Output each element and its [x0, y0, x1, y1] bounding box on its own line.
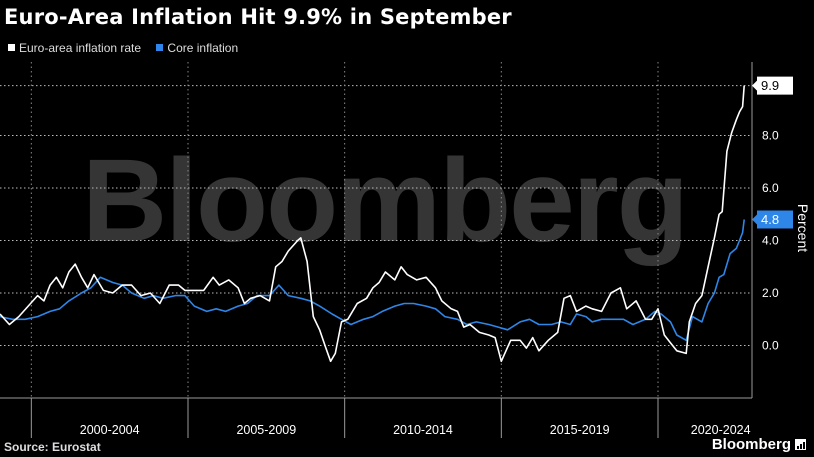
- end-label-inflation: 9.9: [752, 76, 793, 95]
- axis-labels: 0.0 2.0 4.0 6.0 8.0 2000-2004 2005-2009 2010-20…: [80, 76, 811, 437]
- x-tick-label: 2015-2019: [550, 423, 610, 437]
- end-label-box: [757, 76, 793, 95]
- end-label-text: 9.9: [761, 78, 779, 93]
- bloomberg-logo: Bloomberg: [712, 436, 806, 453]
- legend: Euro-area inflation rate Core inflation: [8, 40, 250, 55]
- x-tick-label: 2020-2024: [691, 423, 751, 437]
- x-tick-label: 2010-2014: [393, 423, 453, 437]
- axes: [0, 62, 753, 438]
- y-tick-label: 0.0: [762, 339, 779, 353]
- legend-label-core: Core inflation: [167, 40, 239, 55]
- end-label-pointer: [752, 214, 757, 225]
- bar-chart-icon: [795, 439, 806, 450]
- x-tick-label: 2000-2004: [80, 423, 140, 437]
- legend-swatch-core: [156, 44, 164, 51]
- y-axis-title: Percent: [795, 204, 811, 252]
- series-line-core: [0, 219, 745, 342]
- series-lines: [0, 85, 745, 363]
- series-line-inflation: [0, 85, 745, 363]
- legend-label-inflation: Euro-area inflation rate: [19, 40, 142, 55]
- y-tick-label: 6.0: [762, 181, 779, 195]
- source-note: Source: Eurostat: [4, 440, 101, 454]
- end-label-box: [757, 210, 793, 229]
- y-tick-label: 4.0: [762, 234, 779, 248]
- brand-text: Bloomberg: [711, 436, 791, 453]
- legend-item-core: Core inflation: [156, 41, 238, 55]
- legend-item-inflation: Euro-area inflation rate: [8, 41, 141, 55]
- y-tick-label: 2.0: [762, 286, 779, 300]
- x-tick-label: 2005-2009: [236, 423, 296, 437]
- legend-swatch-inflation: [8, 44, 15, 51]
- end-label-text: 4.8: [761, 212, 779, 227]
- end-label-pointer: [752, 80, 757, 91]
- gridlines: [0, 62, 752, 398]
- y-tick-label: 8.0: [762, 129, 779, 143]
- end-label-core: 4.8: [752, 210, 793, 229]
- chart-title: Euro-Area Inflation Hit 9.9% in Septembe…: [4, 5, 512, 29]
